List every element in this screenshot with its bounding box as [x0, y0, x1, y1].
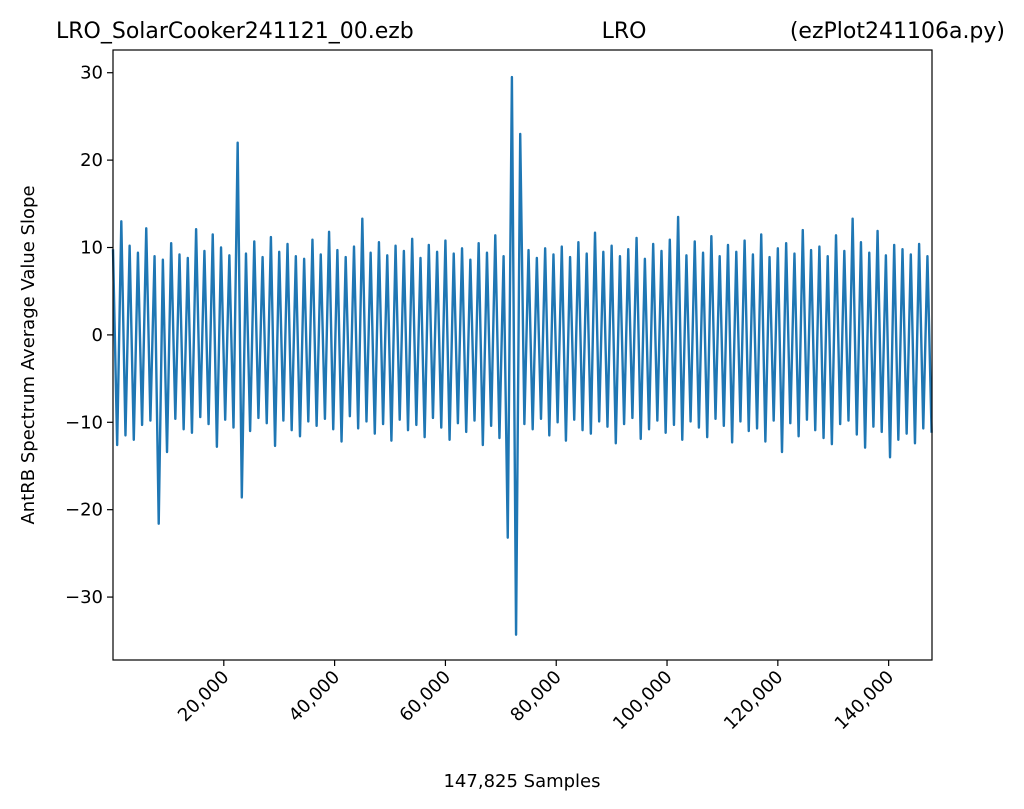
y-tick-label: 0 — [92, 325, 103, 346]
y-tick-label: 20 — [80, 150, 103, 171]
y-axis-label: AntRB Spectrum Average Value Slope — [18, 185, 39, 524]
x-tick-label: 20,000 — [174, 667, 233, 726]
y-tick-label: −10 — [65, 412, 103, 433]
data-line — [111, 75, 933, 636]
x-tick-label: 80,000 — [506, 667, 565, 726]
x-tick-label: 140,000 — [831, 667, 898, 734]
y-tick-label: −20 — [65, 500, 103, 521]
chart-title-right: (ezPlot241106a.py) — [790, 19, 1005, 44]
chart-title-left: LRO_SolarCooker241121_00.ezb — [56, 19, 414, 44]
y-tick-label: 10 — [80, 238, 103, 259]
x-tick-label: 60,000 — [396, 667, 455, 726]
x-tick-label: 40,000 — [285, 667, 344, 726]
x-tick-label: 100,000 — [609, 667, 676, 734]
y-tick-label: −30 — [65, 587, 103, 608]
chart-title: LRO — [602, 19, 647, 44]
x-tick-label: 120,000 — [720, 667, 787, 734]
plot-frame — [112, 49, 933, 661]
y-tick-label: 30 — [80, 63, 103, 84]
x-axis-label: 147,825 Samples — [443, 771, 600, 792]
